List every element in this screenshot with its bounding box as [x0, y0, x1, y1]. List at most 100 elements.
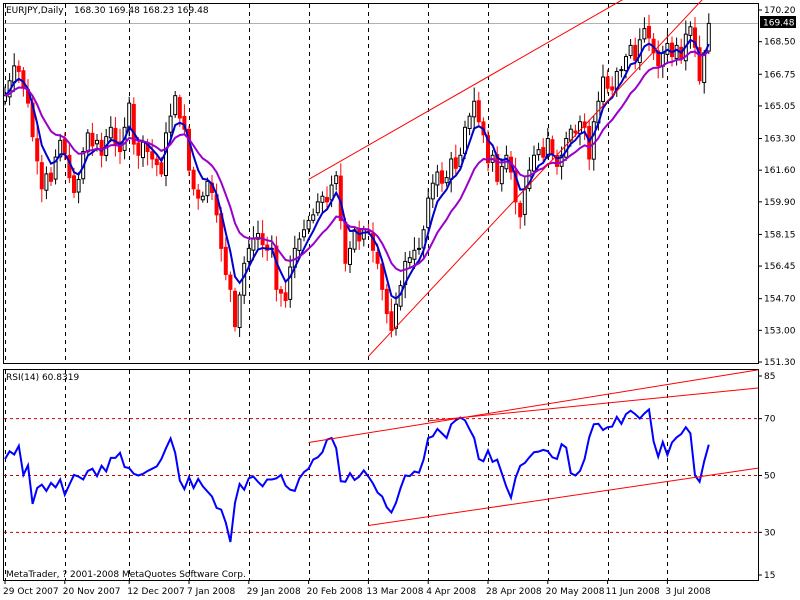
candle-body	[159, 162, 164, 175]
main-grid	[4, 4, 758, 363]
candle-body	[444, 177, 449, 184]
candle-body	[499, 165, 504, 185]
candle-body	[522, 188, 527, 215]
date-tick-label: 20 Feb 2008	[307, 587, 363, 597]
price-tick-label: 154.70	[764, 295, 796, 305]
candle-body	[3, 95, 7, 102]
rsi-label: RSI(14) 60.8319	[6, 373, 79, 383]
candle-body	[182, 115, 187, 130]
candle-body	[389, 311, 394, 331]
price-tick-label: 170.20	[764, 6, 796, 16]
date-tick-label: 12 Dec 2007	[127, 587, 185, 597]
price-tick-label: 159.90	[764, 198, 796, 208]
candle-body	[44, 173, 49, 191]
date-tick-label: 11 Jun 2008	[606, 587, 660, 597]
date-tick-label: 3 Jul 2008	[665, 587, 710, 597]
candle-body	[53, 156, 58, 180]
candle-body	[702, 52, 707, 83]
candle-body	[85, 132, 90, 153]
candle-body	[656, 50, 661, 67]
candle-body	[334, 175, 339, 185]
price-tick-label: 156.45	[764, 262, 796, 272]
rsi-y-axis: 85 70 50 30 15	[758, 372, 776, 581]
date-tick-label: 29 Jan 2008	[247, 587, 301, 597]
candle-body	[288, 266, 293, 300]
candle-body	[237, 294, 242, 329]
candle-body	[430, 182, 435, 200]
candle-body	[58, 139, 63, 158]
candle-body	[697, 47, 702, 82]
candle-body	[591, 121, 596, 160]
candle-body	[76, 178, 81, 193]
candle-body	[302, 229, 306, 238]
candle-body	[315, 201, 320, 214]
candle-body	[435, 171, 440, 186]
date-tick-label: 28 Apr 2008	[486, 587, 542, 597]
price-tick-label: 153.00	[764, 326, 796, 336]
candle-body	[633, 44, 638, 61]
candle-body	[168, 115, 173, 133]
rsi-trendline	[368, 467, 759, 527]
date-tick-label: 20 Nov 2007	[63, 587, 121, 597]
date-tick-label: 4 Apr 2008	[426, 587, 476, 597]
candle-body	[311, 214, 316, 221]
candle-body	[674, 44, 679, 59]
candle-body	[95, 139, 99, 145]
candle-body	[472, 100, 477, 118]
x-axis: 29 Oct 2007 20 Nov 2007 12 Dec 2007 7 Jan 2…	[3, 580, 711, 597]
candle-body	[688, 26, 693, 36]
rsi-tick-label: 70	[764, 415, 776, 425]
candle-body	[200, 195, 205, 201]
candle-body	[449, 158, 454, 180]
ohlc-values: 168.30 169.48 168.23 169.48	[74, 6, 209, 16]
candle-body	[320, 195, 325, 203]
candle-body	[141, 141, 145, 159]
rsi-plot-frame	[3, 369, 759, 581]
candle-body	[62, 138, 67, 154]
candle-body	[453, 157, 458, 169]
candle-body	[191, 169, 196, 190]
price-tick-label: 163.30	[764, 135, 796, 145]
candle-body	[375, 251, 380, 264]
candle-body	[279, 289, 283, 294]
main-y-axis: 170.20 168.50 166.75 165.05 163.30 161.60 159.…	[758, 6, 796, 368]
candle-body	[647, 25, 651, 39]
candle-body	[693, 27, 697, 48]
candle-body	[233, 290, 237, 328]
candle-body	[417, 247, 421, 250]
candle-body	[16, 65, 21, 72]
candle-body	[361, 229, 366, 240]
candle-body	[343, 221, 348, 264]
candle-body	[21, 70, 26, 89]
price-trendline	[308, 0, 624, 180]
rsi-trendline	[428, 387, 759, 422]
candle-body	[628, 44, 633, 57]
candle-body	[297, 238, 302, 251]
price-trendline	[368, 0, 703, 357]
candle-body	[173, 95, 178, 116]
candle-body	[513, 170, 518, 203]
candle-body	[601, 76, 605, 102]
copyright-text: MetaTrader, ? 2001-2008 MetaQuotes Softw…	[6, 570, 246, 580]
candle-body	[518, 202, 523, 218]
price-tick-label: 165.05	[764, 102, 796, 112]
candle-body	[49, 172, 53, 182]
price-tick-label: 166.75	[764, 70, 796, 80]
rsi-trendlines	[308, 369, 759, 527]
candle-body	[274, 245, 279, 290]
price-tick-label: 168.50	[764, 38, 796, 48]
date-tick-label: 7 Jan 2008	[187, 587, 235, 597]
candle-body	[150, 151, 155, 160]
symbol-label: EURJPY,Daily	[6, 6, 64, 16]
date-tick-label: 29 Oct 2007	[3, 587, 59, 597]
candle-body	[610, 86, 615, 91]
candle-body	[642, 28, 647, 40]
candle-body	[394, 303, 398, 329]
candle-body	[136, 142, 141, 156]
candle-body	[619, 69, 624, 72]
price-tick-label: 151.30	[764, 358, 796, 368]
last-price-badge	[760, 16, 796, 28]
candle-body	[72, 175, 76, 194]
price-trendlines	[308, 0, 703, 357]
